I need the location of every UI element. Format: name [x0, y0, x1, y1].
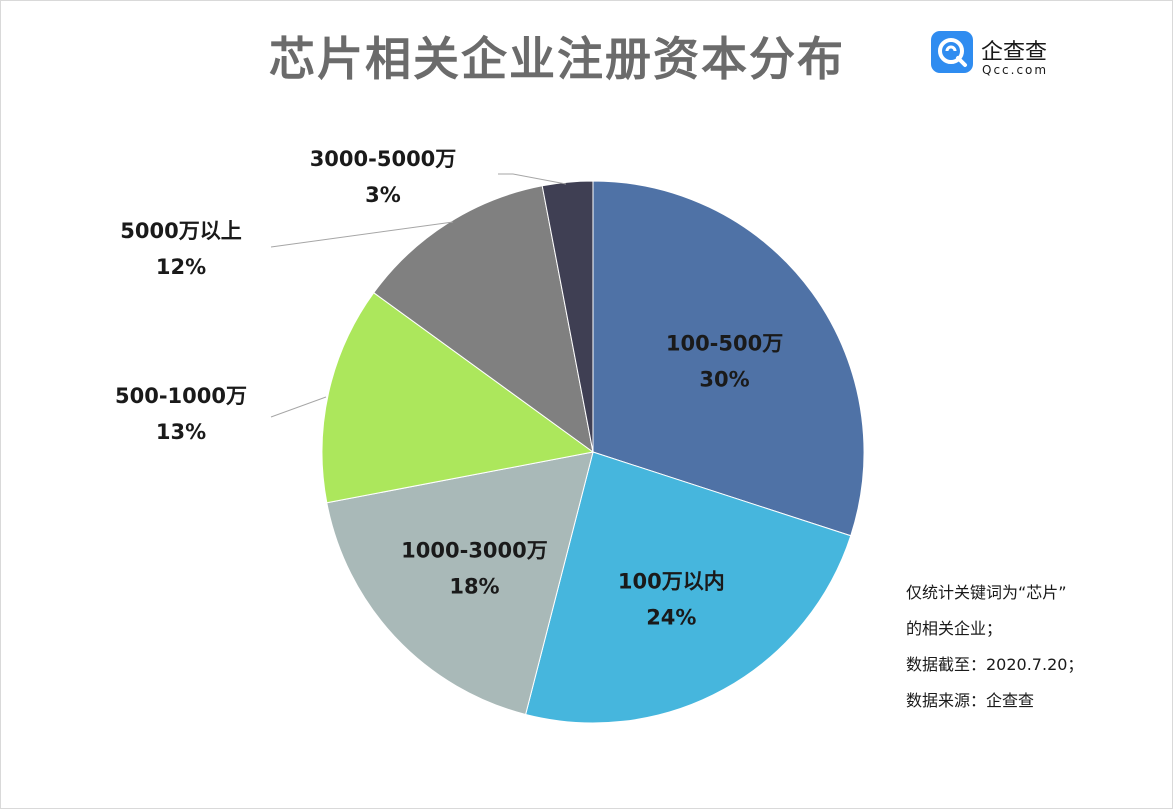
- slice-category-label: 100万以内: [618, 569, 725, 593]
- slice-category-label: 500-1000万: [115, 384, 247, 408]
- footnote-line: 的相关企业；: [906, 619, 1003, 638]
- leader-line: [270, 221, 454, 248]
- footnote-line: 数据截至：2020.7.20；: [906, 655, 1084, 674]
- pie-slice: [326, 451, 594, 716]
- leader-line: [270, 396, 327, 418]
- footnote-line: 数据来源：企查查: [906, 691, 1035, 710]
- pie-slice: [524, 451, 852, 724]
- slice-value-label: 18%: [449, 574, 499, 598]
- pie-slice: [321, 292, 595, 504]
- footnote-line: 仅统计关键词为“芯片”: [906, 583, 1067, 602]
- pie-slice: [592, 180, 865, 537]
- qcc-logo-icon: [931, 31, 973, 73]
- slice-category-label: 100-500万: [666, 331, 783, 355]
- slice-value-label: 13%: [156, 420, 206, 444]
- logo-name: 企查查: [981, 40, 1048, 65]
- slice-category-label: 5000万以上: [120, 219, 241, 243]
- slice-value-label: 24%: [646, 605, 696, 629]
- logo-domain: Qcc.com: [982, 63, 1049, 77]
- leader-line: [498, 173, 567, 185]
- pie-slice: [541, 180, 594, 453]
- pie-slice: [373, 185, 594, 454]
- slice-value-label: 3%: [365, 183, 401, 207]
- slice-category-label: 1000-3000万: [401, 538, 548, 562]
- slice-value-label: 30%: [699, 367, 749, 391]
- slice-value-label: 12%: [156, 255, 206, 279]
- slice-category-label: 3000-5000万: [310, 147, 457, 171]
- chart-title: 芯片相关企业注册资本分布: [269, 32, 845, 86]
- footnotes: 仅统计关键词为“芯片” 的相关企业； 数据截至：2020.7.20； 数据来源：…: [906, 575, 1083, 719]
